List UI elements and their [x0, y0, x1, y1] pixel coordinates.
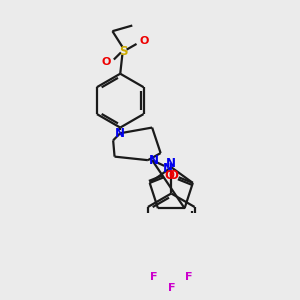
Text: O: O [168, 169, 178, 182]
Text: O: O [164, 169, 175, 182]
Text: N: N [115, 127, 125, 140]
Text: O: O [140, 36, 149, 46]
Text: O: O [101, 57, 111, 68]
Text: F: F [185, 272, 193, 282]
Text: S: S [119, 44, 128, 58]
Text: F: F [167, 284, 175, 293]
Text: F: F [150, 272, 157, 282]
Text: N: N [163, 162, 173, 175]
Text: N: N [148, 154, 158, 167]
Text: N: N [166, 157, 176, 169]
